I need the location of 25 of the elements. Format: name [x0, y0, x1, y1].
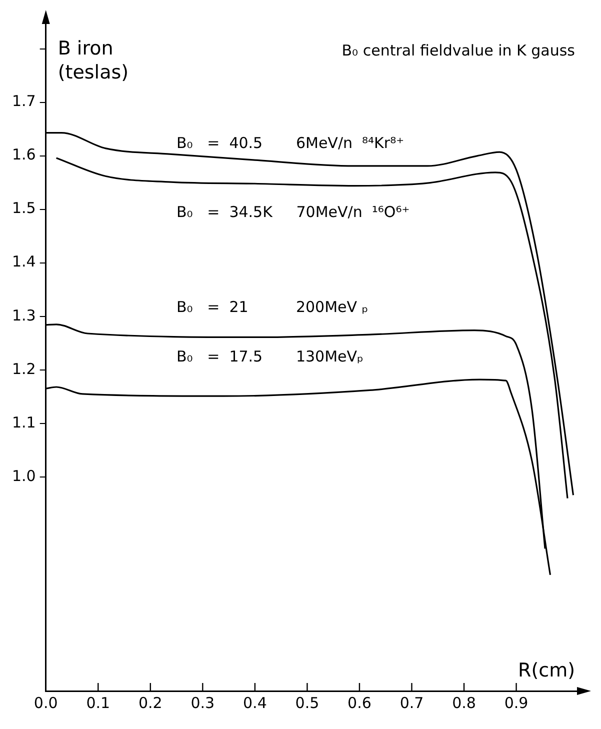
y-tick-label: 1.6	[12, 146, 36, 164]
x-tick-label: 0.7	[400, 694, 424, 712]
y-tick-label: 1.7	[12, 92, 36, 110]
y-tick-label: 1.5	[12, 199, 36, 218]
annotation: B₀ = 34.5K 70MeV/n ¹⁶O⁶⁺	[176, 202, 410, 221]
x-tick-label: 0.2	[138, 694, 162, 712]
x-tick-label: 0.6	[348, 694, 372, 712]
x-tick-label: 0.8	[452, 694, 476, 712]
y-tick-label: 1.0	[12, 466, 36, 485]
annotation: B₀ = 21 200MeV ₚ	[176, 298, 368, 316]
y-tick-label: 1.4	[12, 252, 36, 271]
y-tick-label: 1.1	[12, 413, 36, 432]
annotation: B₀ central fieldvalue in K gauss	[342, 41, 576, 60]
x-tick-label: 0.9	[504, 694, 528, 712]
x-tick-label: 0.1	[86, 694, 110, 712]
x-tick-label: 0.3	[190, 694, 215, 712]
x-axis-title: R(cm)	[518, 659, 575, 682]
x-tick-label: 0.0	[34, 694, 58, 712]
y-tick-label: 1.2	[12, 360, 36, 378]
y-axis-title: B iron (teslas)	[58, 37, 129, 84]
annotation: B₀ = 40.5 6MeV/n ⁸⁴Kr⁸⁺	[176, 134, 404, 152]
x-tick-label: 0.5	[295, 694, 320, 712]
y-tick-label: 1.3	[12, 306, 36, 324]
x-tick-label: 0.4	[243, 694, 267, 712]
annotation: B₀ = 17.5 130MeVₚ	[176, 347, 364, 366]
